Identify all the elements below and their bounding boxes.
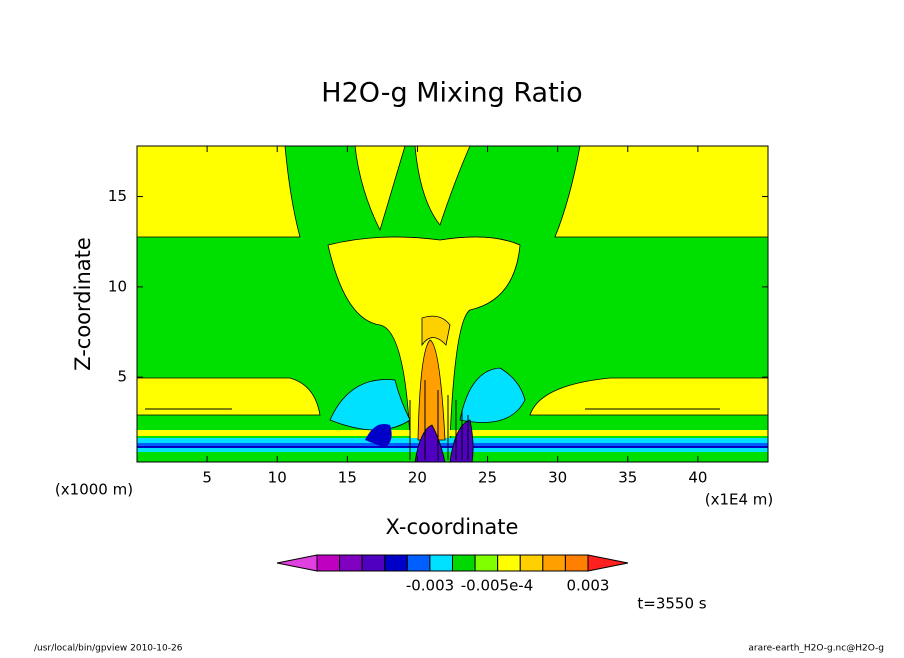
- field-region: [554, 145, 769, 238]
- colorbar-segment: [474, 554, 499, 572]
- y-axis-label: Z-coordinate: [71, 237, 95, 371]
- colorbar-segment: [564, 554, 589, 572]
- y-tick-label: 5: [117, 368, 127, 386]
- colorbar-segment: [361, 554, 386, 572]
- field-region: [529, 377, 769, 416]
- colorbar-label: -0.003: [406, 577, 454, 595]
- x-tick-label: 40: [688, 469, 707, 487]
- colorbar-segment: [452, 554, 476, 572]
- colorbar-segment: [384, 554, 408, 572]
- colorbar-end: [276, 554, 318, 572]
- x-axis-label: X-coordinate: [386, 515, 519, 539]
- x-unit: (x1E4 m): [705, 491, 774, 509]
- x-tick-label: 30: [548, 469, 567, 487]
- chart-title: H2O-g Mixing Ratio: [321, 78, 582, 109]
- colorbar-segment: [406, 554, 431, 572]
- colorbar-segment: [339, 554, 363, 572]
- colorbar-segment: [519, 554, 544, 572]
- colorbar-label: 0.003: [567, 577, 610, 595]
- footer-left: /usr/local/bin/gpview 2010-10-26: [34, 644, 183, 654]
- x-tick-label: 20: [408, 469, 427, 487]
- field-band: [137, 430, 768, 436]
- contour-line: [145, 380, 720, 460]
- colorbar: -0.003 -0.005e-4 0.003: [276, 554, 629, 595]
- field-region: [365, 424, 392, 448]
- x-tick-label: 35: [618, 469, 637, 487]
- y-tick-label: 10: [108, 277, 127, 295]
- x-tick-label: 25: [478, 469, 497, 487]
- colorbar-end: [587, 554, 629, 572]
- field-region: [414, 419, 474, 463]
- colorbar-segment: [497, 554, 521, 572]
- x-tick-label: 15: [338, 469, 357, 487]
- field-region: [136, 377, 321, 416]
- footer-right: arare-earth_H2O-g.nc@H2O-g: [748, 644, 884, 654]
- x-tick-label: 5: [202, 469, 212, 487]
- y-tick-label: 15: [108, 187, 127, 205]
- colorbar-segment: [316, 554, 341, 572]
- field-region: [136, 145, 301, 238]
- x-tick-label: 10: [268, 469, 287, 487]
- plot-frame: [136, 145, 769, 463]
- time-label: t=3550 s: [637, 595, 706, 613]
- colorbar-segment: [542, 554, 566, 572]
- colorbar-label: -0.005e-4: [461, 577, 534, 595]
- field-band: [137, 438, 768, 443]
- field-band: [137, 443, 768, 446]
- axes: 5 10 15 20 25 30 35 40 5 10 15: [108, 146, 768, 487]
- field-region: [354, 145, 471, 232]
- contour-field: [136, 145, 769, 463]
- y-unit: (x1000 m): [55, 481, 133, 499]
- field-region: [421, 315, 451, 347]
- field-region: [459, 367, 526, 423]
- colorbar-segment: [429, 554, 453, 572]
